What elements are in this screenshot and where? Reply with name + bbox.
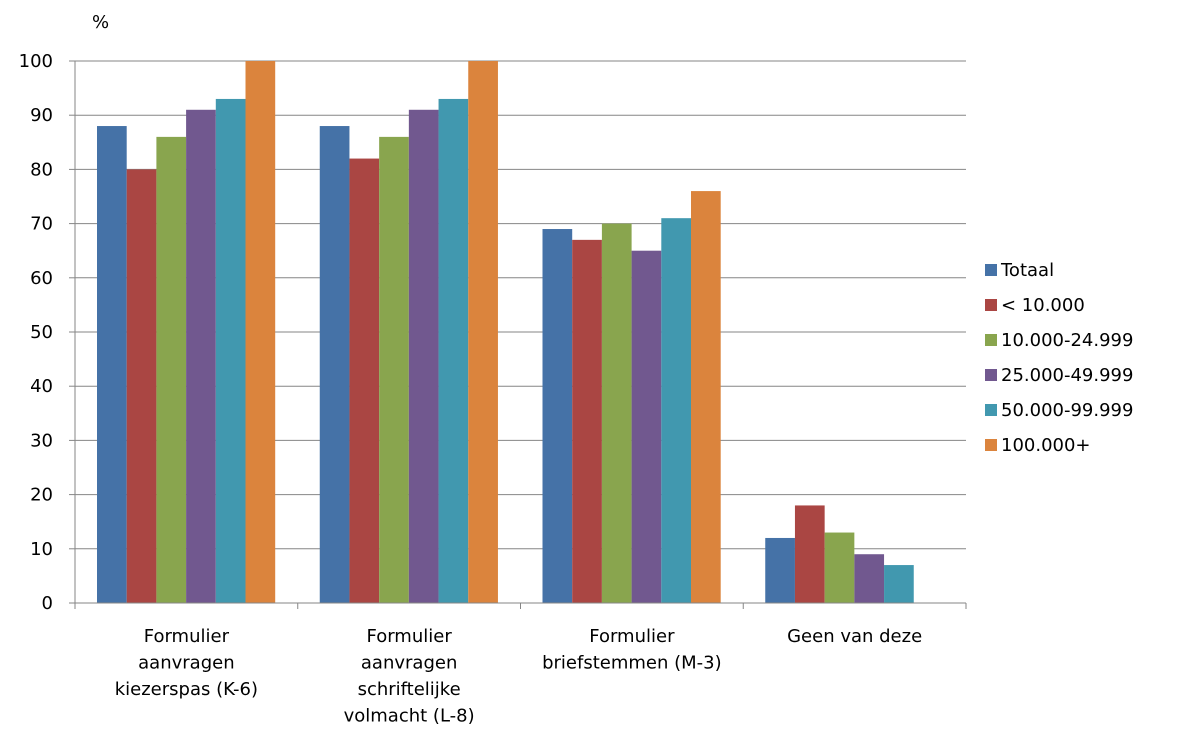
x-category-label-line: Geen van deze (787, 626, 922, 647)
y-tick-label: 80 (30, 159, 53, 180)
y-tick-label: 10 (30, 539, 53, 560)
bar (468, 61, 498, 603)
bar (349, 158, 380, 603)
legend-swatch (985, 264, 997, 276)
bar (408, 109, 439, 603)
bar (572, 239, 602, 604)
x-category-label-line: Formulier (589, 626, 675, 647)
x-category-label: Formulier aanvragen kiezerspas (K-6) (115, 626, 258, 700)
bar (156, 136, 187, 603)
legend: Totaal < 10.000 10.000-24.999 25.000-49.999… (985, 260, 1133, 456)
x-category-label: Geen van deze (787, 626, 922, 647)
bar (542, 229, 573, 603)
bar (691, 191, 721, 603)
y-tick-label: 90 (30, 105, 53, 126)
bar (661, 218, 691, 603)
x-category-label-line: volmacht (L-8) (344, 706, 475, 727)
x-category-label-line: Formulier (367, 626, 453, 647)
bar (794, 505, 825, 603)
x-category-label-line: aanvragen (361, 653, 457, 674)
x-category-label: Formulier aanvragen schriftelijke volmacht … (344, 626, 475, 727)
legend-label: 25.000-49.999 (1001, 365, 1133, 386)
x-category-label-line: schriftelijke (358, 679, 461, 700)
bar (824, 532, 855, 603)
bar (126, 169, 157, 603)
y-unit-label: % (92, 12, 109, 33)
legend-label: 100.000+ (1001, 435, 1091, 456)
y-tick-label: 50 (30, 322, 53, 343)
axes (69, 60, 967, 609)
legend-label: 50.000-99.999 (1001, 400, 1133, 421)
x-category-label-line: briefstemmen (M-3) (542, 653, 722, 674)
x-category-label-line: Formulier (144, 626, 230, 647)
bar (379, 136, 409, 603)
bar (854, 554, 885, 603)
legend-label: Totaal (1000, 260, 1054, 281)
legend-swatch (985, 334, 997, 346)
y-tick-label: 100 (19, 51, 53, 72)
x-category-label: Formulier briefstemmen (M-3) (542, 626, 722, 674)
x-category-labels: Formulier aanvragen kiezerspas (K-6)Formul… (115, 626, 922, 727)
x-category-label-line: kiezerspas (K-6) (115, 679, 258, 700)
legend-label: 10.000-24.999 (1001, 330, 1133, 351)
x-category-label-line: aanvragen (138, 653, 234, 674)
legend-swatch (985, 299, 997, 311)
y-tick-label: 70 (30, 214, 53, 235)
y-tick-label: 60 (30, 268, 53, 289)
bars (97, 61, 914, 604)
y-tick-label: 30 (30, 430, 53, 451)
legend-swatch (985, 404, 997, 416)
y-tick-label: 0 (42, 593, 53, 614)
y-tick-label: 20 (30, 485, 53, 506)
legend-label: < 10.000 (1001, 295, 1085, 316)
bar (438, 98, 469, 603)
bar (215, 98, 246, 603)
bar (245, 61, 276, 603)
bar (97, 126, 127, 603)
legend-swatch (985, 439, 997, 451)
bar (765, 537, 795, 603)
bar (319, 126, 350, 603)
bar (884, 565, 914, 603)
bar (631, 250, 662, 603)
bar (186, 109, 216, 603)
legend-swatch (985, 369, 997, 381)
bar (601, 223, 632, 603)
y-tick-labels: 0 10 20 30 40 50 60 70 80 90 100 (19, 51, 53, 614)
y-tick-label: 40 (30, 376, 53, 397)
